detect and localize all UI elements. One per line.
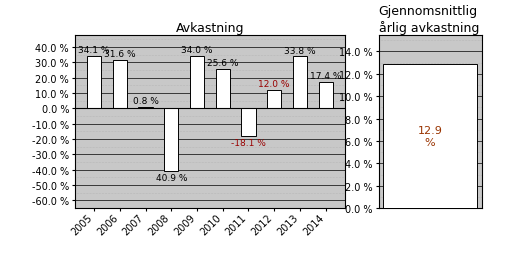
Text: 31.6 %: 31.6 % <box>104 50 135 59</box>
Text: 34.0 %: 34.0 % <box>181 46 213 55</box>
Bar <box>293 57 307 109</box>
Text: 40.9 %: 40.9 % <box>156 173 187 182</box>
Text: Gjennomsnittlig
årlig avkastning: Gjennomsnittlig årlig avkastning <box>379 5 479 34</box>
Bar <box>242 109 255 137</box>
Bar <box>139 108 152 109</box>
Text: 33.8 %: 33.8 % <box>284 46 316 55</box>
Text: 12.0 %: 12.0 % <box>259 80 290 89</box>
Text: 17.4 %: 17.4 % <box>310 72 341 81</box>
Bar <box>113 61 127 109</box>
Bar <box>319 82 333 109</box>
Text: -18.1 %: -18.1 % <box>231 138 266 147</box>
Bar <box>164 109 178 171</box>
Text: 0.8 %: 0.8 % <box>132 97 159 106</box>
Bar <box>216 70 230 109</box>
Text: 34.1 %: 34.1 % <box>78 46 110 55</box>
Text: 25.6 %: 25.6 % <box>207 59 238 68</box>
Bar <box>190 57 204 109</box>
Bar <box>267 91 281 109</box>
Title: Avkastning: Avkastning <box>176 21 244 34</box>
Bar <box>383 65 477 208</box>
Text: 12.9
%: 12.9 % <box>418 126 442 147</box>
Bar <box>87 57 101 109</box>
